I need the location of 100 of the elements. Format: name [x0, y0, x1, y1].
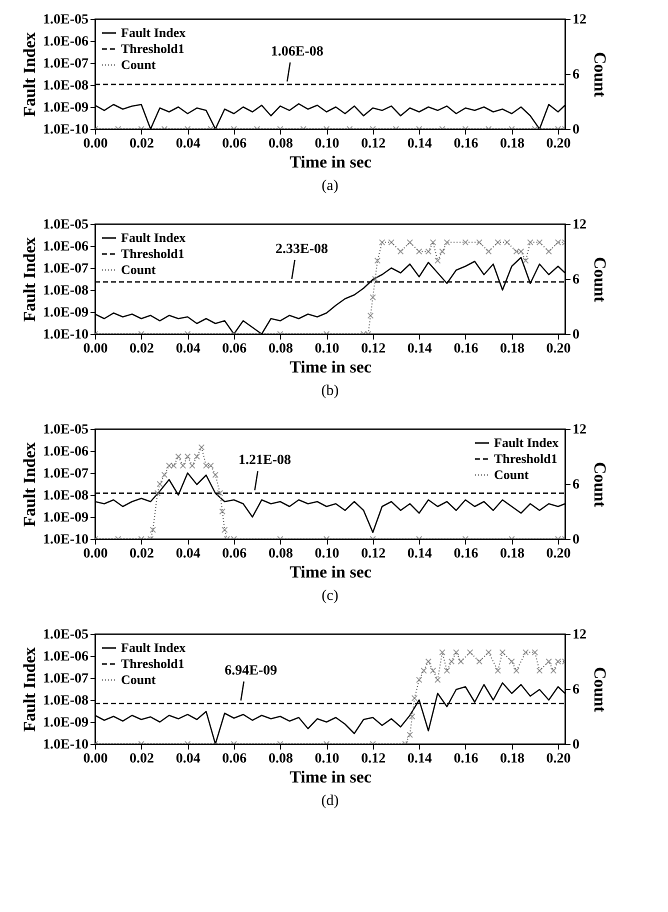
- legend-label: Threshold1: [121, 246, 184, 261]
- x-tick-label: 0.20: [546, 342, 571, 356]
- legend-label: Threshold1: [121, 41, 184, 56]
- y-axis-title: Fault Index: [20, 236, 39, 322]
- y2-tick-label: 0: [572, 738, 580, 752]
- legend-label: Count: [494, 467, 530, 482]
- y2-tick-label: 0: [572, 328, 580, 342]
- x-tick-label: 0.06: [222, 546, 247, 562]
- y-tick-label: 1.0E-06: [43, 650, 88, 664]
- y-tick-label: 1.0E-08: [43, 78, 88, 94]
- x-tick-label: 0.14: [407, 136, 432, 152]
- x-tick-label: 0.06: [222, 136, 247, 152]
- x-tick-label: 0.02: [130, 342, 154, 356]
- y2-tick-label: 12: [572, 12, 586, 28]
- x-tick-label: 0.10: [314, 342, 340, 356]
- y-axis-title: Fault Index: [20, 646, 39, 732]
- y-tick-label: 1.0E-07: [43, 262, 88, 276]
- y-tick-label: 1.0E-07: [43, 466, 88, 482]
- x-tick-label: 0.06: [222, 342, 247, 356]
- y2-tick-label: 6: [572, 68, 580, 82]
- annotation: 2.33E-08: [276, 242, 328, 257]
- x-tick-label: 0.18: [500, 546, 524, 562]
- y2-tick-label: 6: [572, 478, 580, 492]
- y-tick-label: 1.0E-06: [43, 444, 88, 460]
- y2-axis-title: Count: [590, 462, 610, 508]
- y-tick-label: 1.0E-05: [43, 218, 88, 232]
- x-tick-label: 0.18: [500, 752, 524, 766]
- x-tick-label: 0.12: [361, 136, 386, 152]
- y-tick-label: 1.0E-07: [43, 672, 88, 686]
- x-tick-label: 0.12: [361, 752, 386, 766]
- x-axis-title: Time in sec: [290, 358, 372, 376]
- y-tick-label: 1.0E-08: [43, 488, 88, 504]
- legend-label: Count: [121, 262, 156, 277]
- y2-tick-label: 6: [572, 272, 580, 288]
- x-tick-label: 0.00: [83, 342, 108, 356]
- x-tick-label: 0.04: [176, 752, 200, 766]
- x-tick-label: 0.16: [454, 546, 478, 562]
- x-tick-label: 0.14: [407, 342, 432, 356]
- legend-label: Fault Index: [121, 640, 186, 655]
- y2-tick-label: 0: [572, 122, 580, 138]
- y2-axis-title: Count: [590, 52, 610, 98]
- legend-label: Count: [121, 57, 156, 72]
- legend-label: Threshold1: [494, 451, 558, 466]
- y-tick-label: 1.0E-05: [43, 12, 88, 28]
- y-axis-title: Fault Index: [20, 442, 39, 527]
- x-tick-label: 0.08: [268, 342, 293, 356]
- x-axis-title: Time in sec: [290, 562, 372, 582]
- y-tick-label: 1.0E-05: [43, 628, 88, 642]
- x-tick-label: 0.12: [361, 546, 386, 562]
- x-tick-label: 0.02: [130, 136, 154, 152]
- y-tick-label: 1.0E-09: [43, 510, 88, 526]
- text: (b): [321, 383, 339, 399]
- y-tick-label: 1.0E-08: [43, 694, 88, 708]
- x-tick-label: 0.04: [176, 546, 200, 562]
- x-tick-label: 0.06: [222, 752, 247, 766]
- x-tick-label: 0.00: [83, 136, 108, 152]
- y-axis-title: Fault Index: [20, 32, 39, 117]
- x-tick-label: 0.20: [546, 546, 571, 562]
- x-tick-label: 0.02: [130, 752, 154, 766]
- y-tick-label: 1.0E-06: [43, 240, 88, 254]
- text: (d): [321, 793, 339, 809]
- y2-tick-label: 0: [572, 532, 580, 548]
- x-tick-label: 0.12: [361, 342, 386, 356]
- annotation: 1.06E-08: [270, 44, 324, 60]
- x-tick-label: 0.14: [407, 546, 432, 562]
- y-tick-label: 1.0E-09: [43, 716, 88, 730]
- x-tick-label: 0.20: [546, 752, 571, 766]
- x-tick-label: 0.08: [268, 136, 293, 152]
- y-tick-label: 1.0E-08: [43, 284, 88, 298]
- x-tick-label: 0.10: [314, 136, 340, 152]
- y-tick-label: 1.0E-06: [43, 34, 88, 50]
- x-tick-label: 0.04: [176, 136, 200, 152]
- y-tick-label: 1.0E-09: [43, 306, 88, 320]
- annotation: 1.21E-08: [238, 453, 292, 468]
- text: (a): [322, 178, 338, 194]
- y2-tick-label: 6: [572, 682, 580, 698]
- y-tick-label: 1.0E-10: [43, 532, 88, 548]
- x-tick-label: 0.18: [500, 342, 524, 356]
- x-tick-label: 0.16: [454, 342, 478, 356]
- y2-tick-label: 12: [572, 628, 586, 642]
- x-tick-label: 0.02: [130, 546, 154, 562]
- x-tick-label: 0.08: [268, 752, 293, 766]
- annotation: 6.94E-09: [224, 663, 278, 678]
- legend-label: Fault Index: [494, 435, 560, 450]
- x-axis-title: Time in sec: [290, 152, 372, 172]
- legend-label: Fault Index: [121, 230, 186, 245]
- x-tick-label: 0.20: [546, 136, 571, 152]
- x-tick-label: 0.04: [176, 342, 200, 356]
- legend-label: Count: [121, 672, 156, 687]
- y-tick-label: 1.0E-10: [43, 738, 88, 752]
- y2-axis-title: Count: [590, 256, 610, 303]
- x-axis-title: Time in sec: [290, 768, 372, 786]
- x-tick-label: 0.16: [454, 136, 478, 152]
- y-tick-label: 1.0E-10: [43, 328, 88, 342]
- x-tick-label: 0.00: [83, 752, 108, 766]
- legend-label: Threshold1: [121, 656, 184, 671]
- y-tick-label: 1.0E-10: [43, 122, 88, 138]
- x-tick-label: 0.08: [268, 546, 293, 562]
- y2-tick-label: 12: [572, 422, 586, 438]
- y2-axis-title: Count: [590, 666, 610, 713]
